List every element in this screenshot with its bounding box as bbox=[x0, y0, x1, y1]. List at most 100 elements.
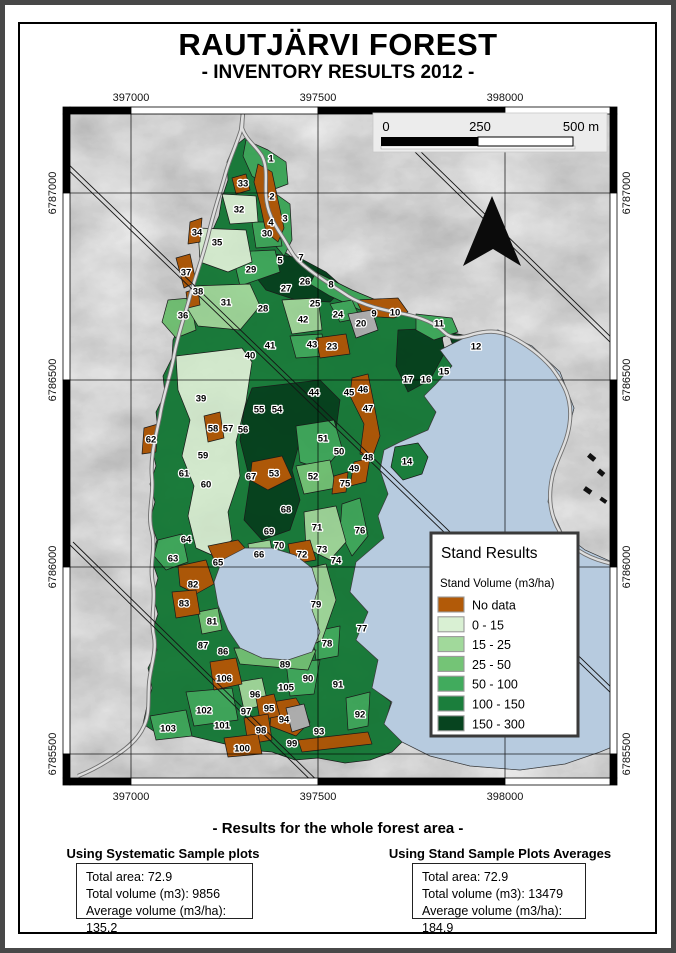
stand-label: 35 bbox=[212, 238, 223, 249]
stand-label: 94 bbox=[279, 715, 290, 726]
results-group-2-header: Using Stand Sample Plots Averages bbox=[388, 846, 612, 861]
stand-label: 25 bbox=[310, 299, 321, 310]
results-heading: - Results for the whole forest area - bbox=[212, 820, 464, 837]
coord-label-left: 6786500 bbox=[47, 359, 59, 402]
stand-label: 30 bbox=[262, 229, 273, 240]
coord-label-bottom: 398000 bbox=[487, 791, 524, 803]
legend-item-label: No data bbox=[472, 599, 516, 613]
stand-label: 98 bbox=[256, 726, 267, 737]
map-frame bbox=[62, 106, 618, 786]
stand-label: 1 bbox=[268, 154, 274, 165]
stand-label: 47 bbox=[363, 404, 374, 415]
coord-label-top: 398000 bbox=[487, 92, 524, 104]
stand-label: 41 bbox=[265, 341, 276, 352]
legend-rows: No data 0 - 15 15 - 25 25 - 50 50 - 100 100 -… bbox=[437, 596, 525, 732]
stand-label: 62 bbox=[146, 435, 157, 446]
stand-label: 32 bbox=[234, 205, 245, 216]
coord-label-right: 6787000 bbox=[621, 172, 633, 215]
legend-title: Stand Results bbox=[441, 545, 538, 562]
pond bbox=[213, 547, 321, 661]
stand-label: 26 bbox=[300, 277, 311, 288]
stand-label: 101 bbox=[214, 721, 231, 732]
stand-label: 7 bbox=[298, 253, 303, 264]
stand-label: 48 bbox=[363, 453, 374, 464]
stand-label: 90 bbox=[303, 674, 314, 685]
stand-label: 68 bbox=[281, 505, 292, 516]
scale-label-500: 500 m bbox=[563, 119, 599, 134]
stand-label: 102 bbox=[196, 706, 212, 717]
stand-label: 11 bbox=[434, 319, 445, 330]
stand-label: 23 bbox=[327, 342, 338, 353]
stand-label: 5 bbox=[277, 256, 283, 267]
stand-label: 76 bbox=[355, 526, 366, 537]
stand-label: 95 bbox=[264, 704, 275, 715]
legend: Stand Results Stand Volume (m3/ha) No da… bbox=[429, 531, 580, 738]
stand-label: 31 bbox=[221, 298, 232, 309]
stand-label: 39 bbox=[196, 394, 207, 405]
legend-swatch bbox=[437, 715, 465, 732]
stand-label: 4 bbox=[268, 218, 274, 229]
stand-label: 36 bbox=[178, 311, 189, 322]
stand-label: 55 bbox=[254, 405, 265, 416]
stand-label: 56 bbox=[238, 425, 249, 436]
stand-label: 17 bbox=[403, 375, 414, 386]
page-title: RAUTJÄRVI FOREST bbox=[178, 27, 498, 62]
coord-label-left: 6787000 bbox=[47, 172, 59, 215]
stand-label: 63 bbox=[168, 554, 179, 565]
stand-label: 45 bbox=[344, 388, 355, 399]
stand-label: 34 bbox=[192, 228, 203, 239]
stand-label: 58 bbox=[208, 424, 219, 435]
legend-swatch bbox=[437, 636, 465, 653]
stand-label: 103 bbox=[160, 724, 176, 735]
stand-label: 33 bbox=[238, 179, 249, 190]
stand-label: 79 bbox=[311, 600, 322, 611]
stand-label: 50 bbox=[334, 447, 345, 458]
coord-label-bottom: 397000 bbox=[113, 791, 150, 803]
layout-border bbox=[18, 22, 657, 934]
stand-label: 92 bbox=[355, 710, 366, 721]
stand-label: 16 bbox=[421, 375, 432, 386]
stand-label: 54 bbox=[272, 405, 283, 416]
scale-label-250: 250 bbox=[469, 119, 491, 134]
stand-label: 99 bbox=[287, 739, 298, 750]
stand-label: 27 bbox=[281, 284, 292, 295]
legend-swatch bbox=[437, 675, 465, 692]
stand-label: 46 bbox=[358, 385, 369, 396]
average-volume-value: Average volume (m3/ha): 135.2 bbox=[86, 904, 227, 935]
stand-label: 2 bbox=[269, 192, 274, 203]
buildings bbox=[583, 452, 608, 504]
stand-label: 71 bbox=[312, 523, 323, 534]
stand-label: 15 bbox=[439, 367, 450, 378]
stand-label: 75 bbox=[340, 479, 351, 490]
stand-label: 82 bbox=[188, 580, 199, 591]
legend-item-label: 100 - 150 bbox=[472, 698, 525, 712]
legend-item-label: 15 - 25 bbox=[472, 638, 511, 652]
stand-label: 29 bbox=[246, 265, 257, 276]
stand-label: 24 bbox=[333, 310, 344, 321]
stand-label: 77 bbox=[357, 624, 368, 635]
total-volume-value: Total volume (m3): 13479 bbox=[422, 887, 564, 901]
results-group-2-box: Total area: 72.9 Total volume (m3): 1347… bbox=[412, 863, 586, 935]
stand-label: 74 bbox=[331, 556, 342, 567]
stand-label: 60 bbox=[201, 480, 212, 491]
legend-swatch bbox=[437, 695, 465, 712]
stand-label: 73 bbox=[317, 545, 328, 556]
legend-swatch bbox=[437, 596, 465, 613]
coord-label-bottom: 397500 bbox=[300, 791, 337, 803]
stand-label: 105 bbox=[278, 683, 295, 694]
results-group-1-box: Total area: 72.9 Total volume (m3): 9856… bbox=[76, 863, 253, 935]
stand-label: 61 bbox=[179, 469, 190, 480]
stand-label: 72 bbox=[297, 550, 308, 561]
total-area-value: Total area: 72.9 bbox=[86, 870, 173, 884]
coord-label-right: 6786500 bbox=[621, 359, 633, 402]
results-group-1-header: Using Systematic Sample plots bbox=[66, 846, 260, 861]
stand-label: 83 bbox=[179, 599, 190, 610]
stand-label: 65 bbox=[213, 558, 224, 569]
stand-label: 51 bbox=[318, 434, 329, 445]
railway-line-sw bbox=[70, 541, 316, 778]
stand-label: 57 bbox=[223, 424, 234, 435]
